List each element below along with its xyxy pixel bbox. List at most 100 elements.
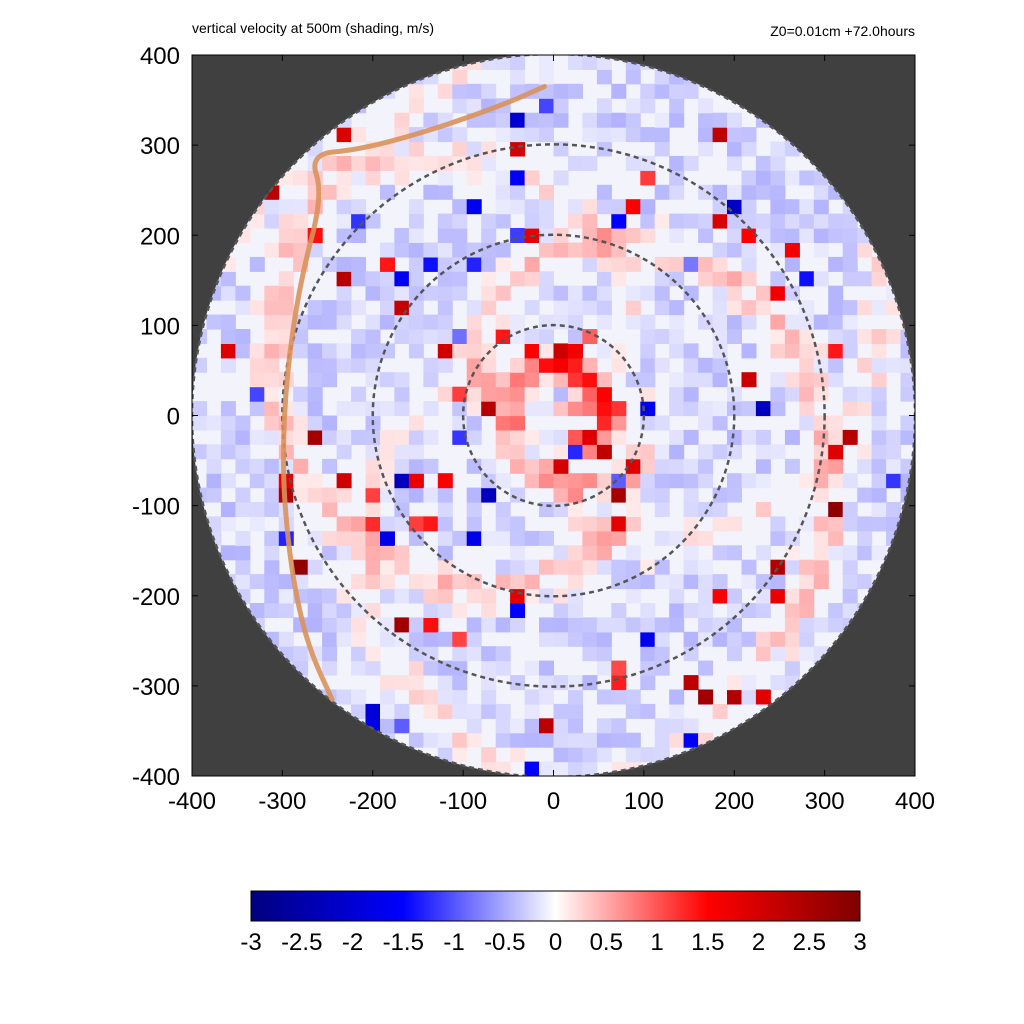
velocity-cell [828,343,844,359]
velocity-cell [813,271,829,287]
velocity-cell [582,155,598,171]
velocity-cell [249,372,265,388]
velocity-cell [640,458,656,474]
velocity-cell [336,343,352,359]
velocity-cell [423,689,439,705]
velocity-cell [582,516,598,532]
velocity-cell [365,660,381,676]
velocity-cell [437,747,453,763]
velocity-cell [828,444,844,460]
velocity-cell [423,401,439,417]
velocity-cell [640,314,656,330]
velocity-cell [640,83,656,99]
velocity-cell [394,617,410,633]
velocity-cell [582,300,598,316]
velocity-cell [640,747,656,763]
velocity-cell [481,660,497,676]
velocity-cell [408,285,424,301]
velocity-cell [466,83,482,99]
velocity-cell [481,603,497,618]
velocity-cell [351,199,367,215]
velocity-cell [394,141,410,157]
velocity-cell [365,545,381,561]
velocity-cell [524,588,540,604]
velocity-cell [336,473,352,489]
velocity-cell [683,732,699,748]
colorbar-tick-label: -1 [443,929,464,956]
velocity-cell [437,473,453,489]
velocity-cell [235,429,251,445]
velocity-cell [568,300,583,316]
colorbar-tick-label: 0 [549,929,562,956]
velocity-cell [813,530,829,546]
velocity-cell [727,588,742,604]
velocity-cell [380,718,395,734]
velocity-cell [755,228,771,243]
velocity-cell [683,213,699,229]
velocity-cell [437,487,453,503]
velocity-cell [466,372,482,388]
velocity-cell [770,228,786,243]
velocity-cell [423,285,439,301]
velocity-cell [770,141,786,157]
velocity-cell [408,516,424,532]
velocity-cell [727,213,742,229]
colorbar-tick-label: 0.5 [590,929,623,956]
velocity-cell [799,271,815,287]
velocity-cell [394,242,410,258]
velocity-cell [510,372,526,388]
velocity-cell [495,199,511,215]
velocity-cell [611,213,627,229]
velocity-cell [755,444,771,460]
velocity-cell [278,199,294,215]
velocity-cell [784,588,800,604]
velocity-cell [669,473,685,489]
velocity-cell [625,314,641,330]
velocity-cell [394,473,410,489]
velocity-cell [249,213,265,229]
velocity-cell [871,487,887,503]
velocity-cell [813,184,829,200]
velocity-cell [611,343,627,359]
velocity-cell [625,285,641,301]
velocity-cell [423,631,439,647]
velocity-cell [452,285,468,301]
velocity-cell [625,487,641,503]
velocity-cell [322,300,338,316]
velocity-cell [568,83,583,99]
velocity-cell [264,429,280,445]
velocity-cell [741,675,757,691]
velocity-cell [770,646,786,662]
velocity-cell [293,170,309,186]
velocity-cell [423,660,439,676]
velocity-cell [322,530,338,546]
x-tick-label: 300 [805,788,845,815]
velocity-cell [351,300,367,316]
velocity-cell [524,429,540,445]
velocity-cell [394,285,410,301]
velocity-cell [452,213,468,229]
velocity-cell [466,386,482,402]
velocity-cell [235,444,251,460]
velocity-cell [683,502,699,517]
velocity-cell [452,689,468,705]
y-tick-label: 300 [140,133,180,160]
velocity-cell [437,242,453,258]
velocity-cell [365,646,381,662]
velocity-cell [423,329,439,344]
velocity-cell [380,487,395,503]
velocity-cell [466,314,482,330]
velocity-cell [351,329,367,344]
velocity-cell [351,170,367,186]
velocity-cell [611,718,627,734]
velocity-cell [857,487,873,503]
velocity-cell [394,314,410,330]
velocity-cell [654,285,670,301]
velocity-cell [784,242,800,258]
velocity-cell [568,444,583,460]
velocity-cell [698,357,714,373]
velocity-cell [683,545,699,561]
velocity-cell [452,732,468,748]
velocity-cell [408,646,424,662]
velocity-cell [539,357,554,373]
